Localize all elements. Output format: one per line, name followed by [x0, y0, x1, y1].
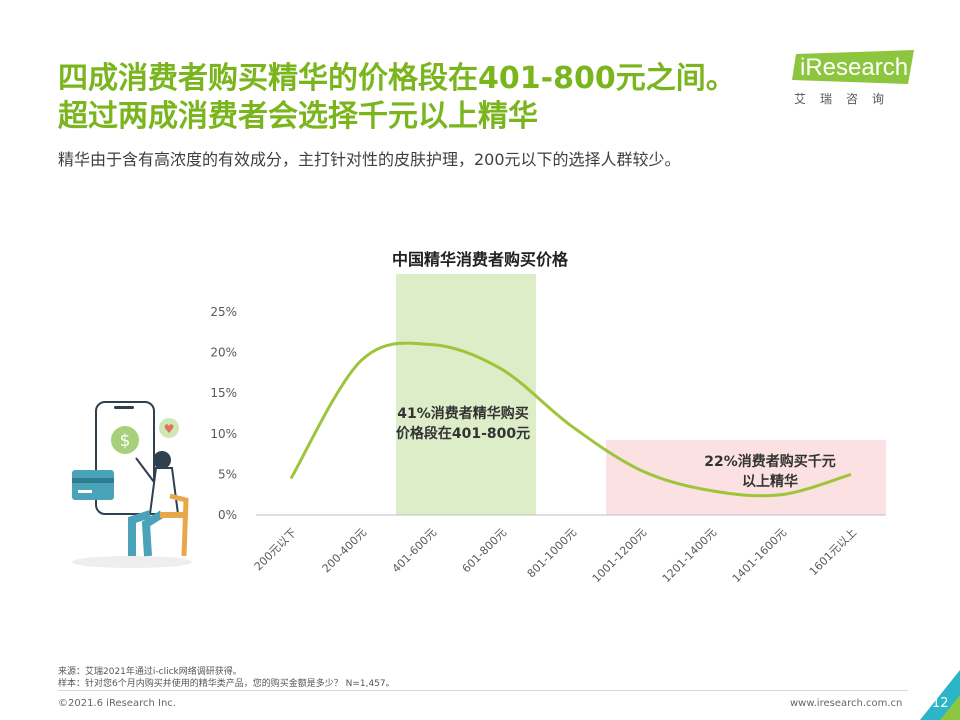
heart-icon	[159, 418, 179, 438]
x-tick-label: 200元以下	[252, 526, 299, 573]
page-title: 四成消费者购买精华的价格段在401-800元之间。 超过两成消费者会选择千元以上…	[58, 60, 758, 136]
dollar-icon	[111, 426, 139, 454]
source-note: 来源：艾瑞2021年通过i-click网络调研获得。	[58, 667, 242, 677]
logo-badge	[792, 50, 914, 84]
highlight-band	[396, 274, 536, 515]
sample-note: 样本：针对您6个月内购买并使用的精华类产品，您的购买金额是多少？ N=1,457…	[58, 679, 395, 689]
x-tick-label: 1201-1400元	[660, 526, 719, 585]
x-tick-label: 1401-1600元	[730, 526, 789, 585]
svg-text:$: $	[120, 431, 131, 451]
highlight-label-line-2: 价格段在401-800元	[396, 425, 530, 442]
y-tick-label: 10%	[210, 427, 237, 441]
logo-brand-text: iResearch	[800, 54, 909, 81]
highlight-bands	[396, 274, 886, 515]
iresearch-logo: iResearch 艾瑞咨询	[792, 50, 918, 110]
y-axis: 0% 5% 10% 15% 20% 25%	[210, 305, 237, 522]
svg-text:♥: ♥	[164, 422, 175, 436]
x-axis: 200元以下 200-400元 401-600元 601-800元 801-1000元 1…	[252, 526, 859, 585]
page-subtitle: 精华由于含有高浓度的有效成分，主打针对性的皮肤护理，200元以下的选择人群较少。	[58, 150, 681, 169]
series-line	[289, 341, 852, 498]
y-tick-label: 20%	[210, 346, 237, 360]
footer-divider	[58, 690, 908, 691]
y-tick-label: 15%	[210, 386, 237, 400]
page-title-line-1: 四成消费者购买精华的价格段在401-800元之间。	[58, 61, 736, 96]
y-tick-label: 25%	[210, 305, 237, 319]
logo-brand-cn: 艾瑞咨询	[794, 92, 899, 106]
x-tick-label: 1601元以上	[807, 526, 859, 578]
page-number: 12	[932, 696, 949, 711]
x-tick-label: 1001-1200元	[590, 526, 649, 585]
x-tick-label: 401-600元	[390, 526, 439, 575]
y-tick-label: 0%	[218, 508, 237, 522]
x-tick-label: 601-800元	[460, 526, 509, 575]
highlight-label-line-1: 41%消费者精华购买	[397, 405, 529, 422]
person-with-phone-illustration: $ ♥	[72, 401, 192, 568]
y-tick-label: 5%	[218, 467, 237, 481]
price-chart: 0% 5% 10% 15% 20% 25% 200元以下 200-400元 401-600元 6…	[210, 274, 886, 585]
footer-url: www.iresearch.com.cn	[790, 698, 903, 709]
x-tick-label: 801-1000元	[525, 526, 579, 580]
highlight-label-line-2: 以上精华	[742, 473, 798, 490]
chart-title: 中国精华消费者购买价格	[391, 250, 568, 269]
page-title-line-2: 超过两成消费者会选择千元以上精华	[58, 99, 538, 134]
highlight-label-line-1: 22%消费者购买千元	[704, 453, 836, 470]
copyright: ©2021.6 iResearch Inc.	[58, 698, 176, 709]
x-tick-label: 200-400元	[320, 526, 369, 575]
